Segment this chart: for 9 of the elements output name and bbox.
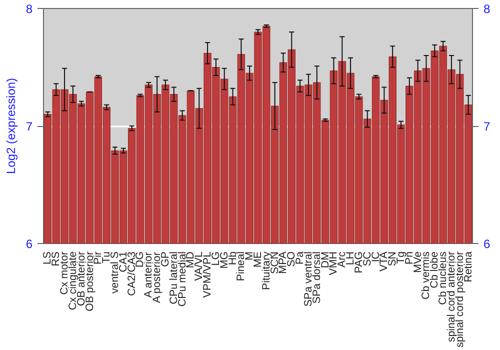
x-tick-label: Tg [395,251,407,264]
y-tick-label: 7 [26,120,33,134]
y-tick-label: 6 [26,237,33,251]
y-axis-title: Log2 (expression) [4,78,18,174]
x-tick-label: OB posterior [84,251,96,312]
y2-tick-label: 6 [484,237,490,251]
y2-tick-label: 7 [484,120,490,134]
y2-tick-label: 8 [484,2,490,16]
y-tick-label: 8 [26,2,33,16]
